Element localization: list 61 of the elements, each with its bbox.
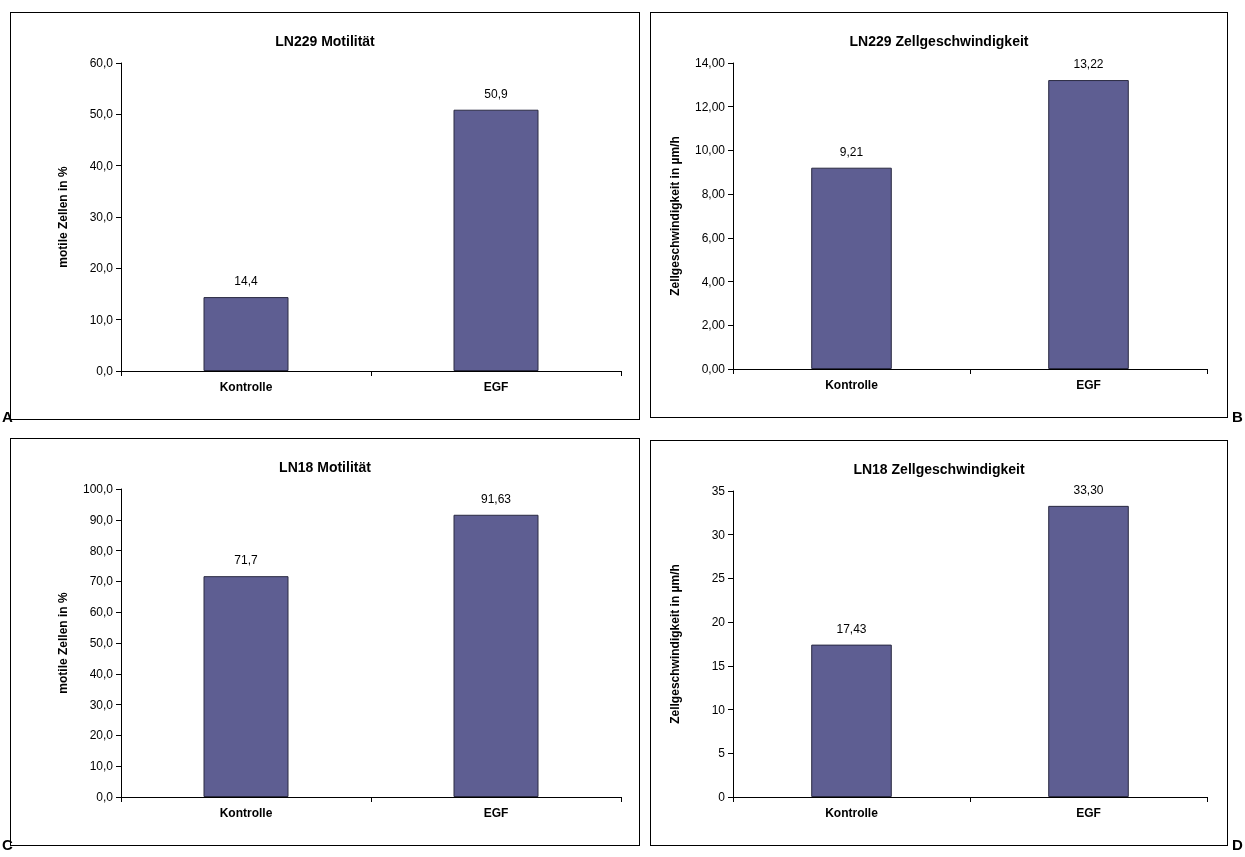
y-tick-label: 8,00 [701, 187, 726, 202]
y-tick-label: 30,0 [89, 697, 114, 712]
y-tick-label: 10 [711, 702, 726, 717]
data-label: 71,7 [234, 553, 258, 568]
data-label: 91,63 [480, 491, 512, 506]
y-tick-label: 10,00 [694, 143, 726, 158]
text: B [1232, 408, 1243, 425]
y-tick-label: 30,0 [89, 210, 114, 224]
y-tick-label: 0 [718, 790, 726, 804]
text: D [1232, 836, 1243, 853]
data-label: 17,43 [836, 621, 867, 636]
y-axis-title: motile Zellen in % [56, 166, 70, 268]
y-tick-label: 10,0 [89, 312, 114, 327]
y-tick-label: 5 [718, 746, 726, 761]
y-tick-label: 4,00 [701, 274, 726, 289]
y-tick-label: 20 [711, 615, 726, 630]
y-tick-label: 60,0 [89, 605, 114, 620]
x-tick-label: EGF [483, 380, 509, 394]
y-axis-title: Zellgeschwindigkeit in µm/h [668, 564, 682, 724]
y-axis-title: Zellgeschwindigkeit in µm/h [668, 136, 682, 296]
y-tick-label: 35 [711, 484, 726, 498]
y-tick-label: 15 [711, 658, 726, 673]
y-tick-label: 40,0 [89, 666, 114, 681]
y-tick-label: 50,0 [89, 636, 114, 650]
data-label: 50,9 [484, 86, 508, 101]
y-tick-label: 2,00 [701, 318, 726, 333]
y-tick-label: 14,00 [694, 56, 726, 70]
y-tick-label: 80,0 [89, 543, 114, 558]
chart-title: LN18 Motilität [279, 459, 372, 475]
y-tick-label: 6,00 [701, 230, 726, 245]
chart-title: LN229 Zellgeschwindigkeit [849, 33, 1029, 49]
data-label: 33,30 [1073, 482, 1104, 497]
data-label: 9,21 [839, 144, 864, 159]
y-tick-label: 0,0 [96, 364, 114, 378]
y-tick-label: 50,0 [89, 107, 114, 122]
y-tick-label: 100,0 [82, 482, 114, 496]
y-tick-label: 10,0 [89, 759, 114, 774]
y-tick-label: 60,0 [89, 56, 114, 70]
data-label: 13,22 [1073, 57, 1104, 72]
y-tick-label: 0,0 [96, 790, 114, 804]
y-tick-label: 70,0 [89, 574, 114, 589]
x-tick-label: Kontrolle [219, 806, 273, 820]
y-tick-label: 20,0 [89, 728, 114, 743]
y-tick-label: 40,0 [89, 158, 114, 173]
y-tick-label: 0,00 [701, 362, 726, 376]
data-label: 14,4 [234, 274, 258, 289]
x-tick-label: EGF [1076, 806, 1101, 820]
x-tick-label: Kontrolle [219, 380, 273, 394]
y-tick-label: 90,0 [89, 512, 114, 527]
chart-title: LN18 Zellgeschwindigkeit [853, 461, 1025, 477]
y-axis-title: motile Zellen in % [56, 592, 70, 694]
y-tick-label: 20,0 [89, 261, 114, 276]
y-tick-label: 30 [711, 527, 726, 542]
x-tick-label: Kontrolle [825, 378, 879, 392]
x-tick-label: EGF [1076, 378, 1101, 392]
y-tick-label: 25 [711, 571, 726, 586]
x-tick-label: EGF [483, 806, 509, 820]
y-tick-label: 12,00 [694, 99, 726, 114]
text: C [2, 836, 13, 853]
x-tick-label: Kontrolle [825, 806, 879, 820]
chart-title: LN229 Motilität [275, 33, 376, 49]
